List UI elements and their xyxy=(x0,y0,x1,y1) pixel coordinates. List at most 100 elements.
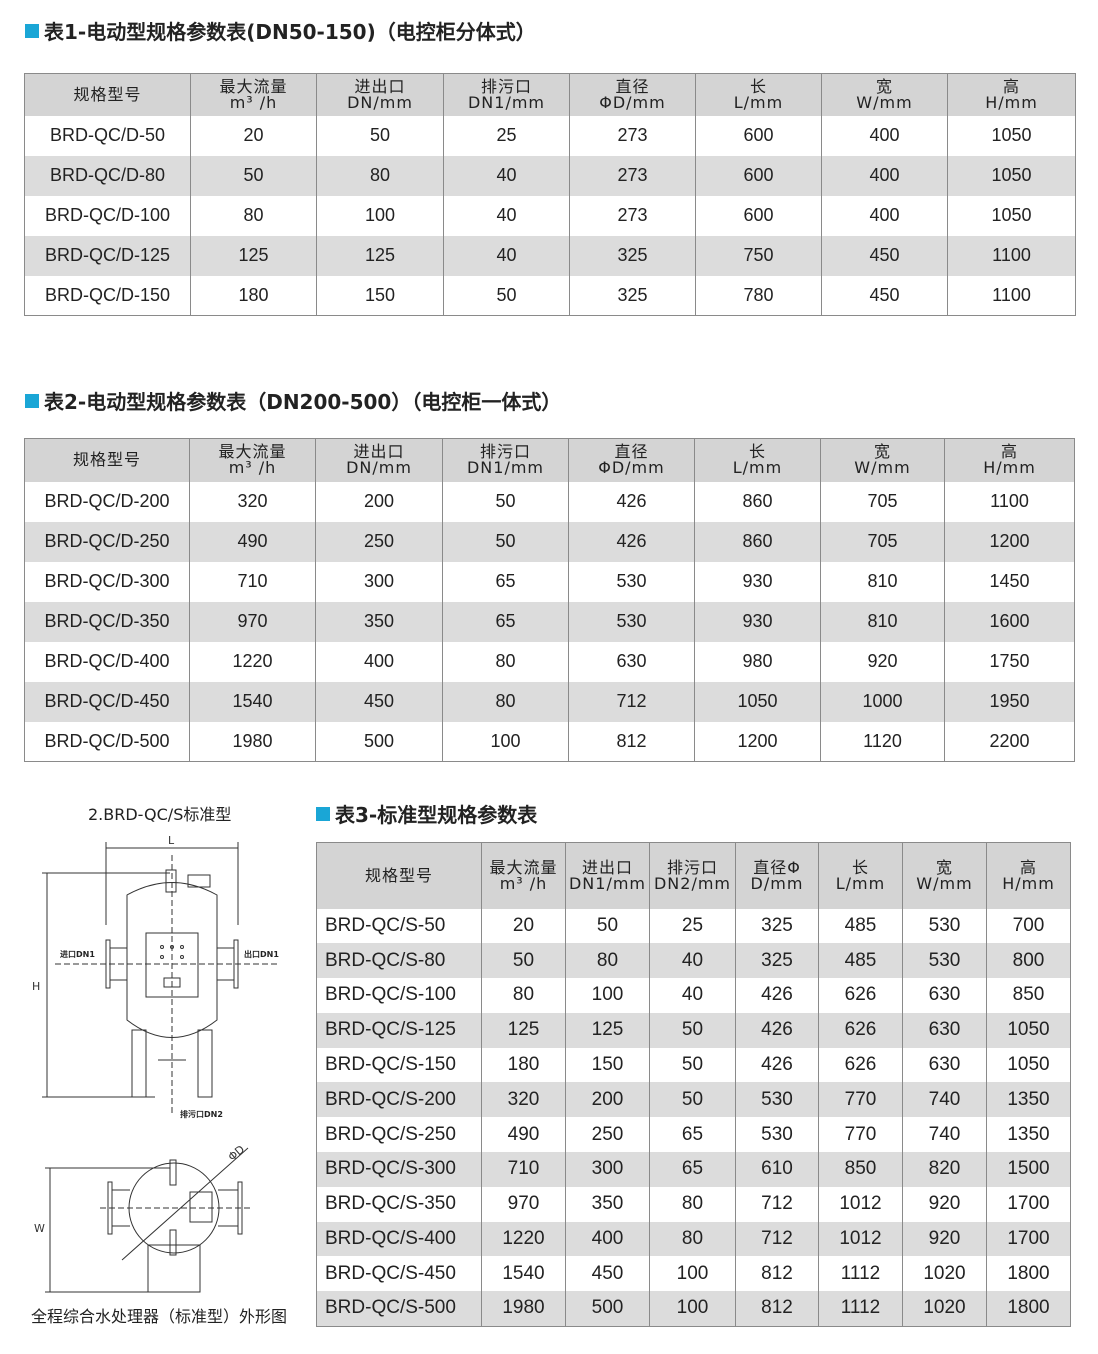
table-cell: 630 xyxy=(902,1047,987,1083)
table-cell: 40 xyxy=(443,195,570,236)
model-cell: BRD-QC/D-80 xyxy=(24,155,191,196)
column-header: 排污口 DN2/mm xyxy=(649,842,736,909)
table-cell: 80 xyxy=(649,1186,736,1222)
column-header: 宽 W/mm xyxy=(821,73,948,116)
table-cell: 705 xyxy=(820,481,945,522)
model-cell: BRD-QC/D-125 xyxy=(24,235,191,276)
table-cell: 1800 xyxy=(986,1256,1071,1292)
table-cell: 600 xyxy=(695,195,822,236)
table-cell: 325 xyxy=(735,908,819,944)
table-cell: 1050 xyxy=(947,195,1076,236)
table-cell: 770 xyxy=(818,1082,903,1118)
table-cell: 920 xyxy=(820,641,945,682)
table-cell: 810 xyxy=(820,561,945,602)
table-cell: 1020 xyxy=(902,1291,987,1327)
table-cell: 770 xyxy=(818,1117,903,1153)
column-header: 长 L/mm xyxy=(818,842,903,909)
model-cell: BRD-QC/S-200 xyxy=(316,1082,482,1118)
column-header: 规格型号 xyxy=(24,73,191,116)
table3-title-text: 表3-标准型规格参数表 xyxy=(335,803,538,827)
table-cell: 250 xyxy=(315,521,443,562)
table-cell: 600 xyxy=(695,155,822,196)
table-row: BRD-QC/D-80 50 80 40 273 600 400 1050 xyxy=(24,155,1076,196)
header-line: H/mm xyxy=(1002,873,1055,893)
table-cell: 100 xyxy=(316,195,444,236)
table-cell: 100 xyxy=(565,978,650,1013)
table1-title: 表1-电动型规格参数表(DN50-150)（电控柜分体式） xyxy=(25,16,536,45)
table-cell: 400 xyxy=(821,195,948,236)
table-cell: 530 xyxy=(735,1082,819,1118)
table-cell: 700 xyxy=(986,908,1071,944)
table-cell: 300 xyxy=(315,561,443,602)
table-cell: 530 xyxy=(568,561,695,602)
table-cell: 325 xyxy=(735,943,819,979)
table-cell: 740 xyxy=(902,1117,987,1153)
table-cell: 812 xyxy=(735,1256,819,1292)
table-cell: 80 xyxy=(316,155,444,196)
column-header: 规格型号 xyxy=(316,842,482,909)
header-line: 高 xyxy=(1019,857,1037,877)
table-row: BRD-QC/S-125 125 125 50 426 626 630 1050 xyxy=(316,1012,1071,1048)
header-line: 最大流量 xyxy=(218,442,287,462)
table-cell: 740 xyxy=(902,1082,987,1118)
header-line: 高 xyxy=(1002,76,1020,96)
table-cell: 450 xyxy=(821,235,948,276)
table-row: BRD-QC/D-50 20 50 25 273 600 400 1050 xyxy=(24,115,1076,156)
table-cell: 630 xyxy=(902,978,987,1013)
header-line: DN1/mm xyxy=(568,873,647,893)
table-cell: 1100 xyxy=(947,275,1076,316)
table-cell: 40 xyxy=(649,943,736,979)
table-cell: 250 xyxy=(565,1117,650,1153)
table-row: BRD-QC/S-80 50 80 40 325 485 530 800 xyxy=(316,943,1071,979)
label-H: H xyxy=(32,980,40,993)
table-cell: 450 xyxy=(821,275,948,316)
label-W: W xyxy=(34,1222,45,1235)
table-row: BRD-QC/D-200 320 200 50 426 860 705 1100 xyxy=(24,481,1075,522)
table-cell: 1100 xyxy=(947,235,1076,276)
table-row: BRD-QC/D-250 490 250 50 426 860 705 1200 xyxy=(24,521,1075,562)
table-row: BRD-QC/S-250 490 250 65 530 770 740 1350 xyxy=(316,1117,1071,1153)
table-row: BRD-QC/D-125 125 125 40 325 750 450 1100 xyxy=(24,235,1076,276)
diagram-caption: 全程综合水处理器（标准型）外形图 xyxy=(31,1307,288,1326)
table-cell: 530 xyxy=(902,943,987,979)
table-cell: 860 xyxy=(694,521,821,562)
table2-title: 表2-电动型规格参数表（DN200-500）（电控柜一体式） xyxy=(25,386,561,415)
model-cell: BRD-QC/D-450 xyxy=(24,681,190,722)
label-D: ΦD xyxy=(226,1143,247,1164)
header-row: 规格型号 最大流量 m³ /h 进出口 DN1/mm 排污口 DN2/mm 直径Φ D/mm 长 L… xyxy=(316,842,1071,909)
header-line: W/mm xyxy=(856,92,913,112)
model-cell: BRD-QC/D-100 xyxy=(24,195,191,236)
table-cell: 100 xyxy=(649,1291,736,1327)
header-line: 规格型号 xyxy=(72,450,141,470)
table-cell: 626 xyxy=(818,1047,903,1083)
table-cell: 970 xyxy=(481,1186,566,1222)
table-cell: 710 xyxy=(481,1152,566,1187)
table-cell: 50 xyxy=(442,481,569,522)
header-line: 宽 xyxy=(875,76,893,96)
table-cell: 80 xyxy=(649,1221,736,1257)
header-line: L/mm xyxy=(732,458,783,478)
table-cell: 860 xyxy=(694,481,821,522)
header-line: 排污口 xyxy=(666,857,718,877)
model-cell: BRD-QC/S-450 xyxy=(316,1256,482,1292)
table-cell: 200 xyxy=(315,481,443,522)
table-cell: 1120 xyxy=(820,721,945,762)
table-cell: 65 xyxy=(442,561,569,602)
table-cell: 80 xyxy=(190,195,317,236)
header-line: 宽 xyxy=(935,857,953,877)
table-cell: 40 xyxy=(443,235,570,276)
table-cell: 20 xyxy=(190,115,317,156)
table-row: BRD-QC/S-350 970 350 80 712 1012 920 1700 xyxy=(316,1186,1071,1222)
header-line: L/mm xyxy=(835,873,886,893)
model-cell: BRD-QC/D-200 xyxy=(24,481,190,522)
table-cell: 50 xyxy=(190,155,317,196)
column-header: 长 L/mm xyxy=(695,73,822,116)
table-cell: 610 xyxy=(735,1152,819,1187)
table-cell: 180 xyxy=(190,275,317,316)
table1-title-text: 表1-电动型规格参数表(DN50-150)（电控柜分体式） xyxy=(44,20,536,44)
table-cell: 50 xyxy=(649,1047,736,1083)
model-cell: BRD-QC/D-400 xyxy=(24,641,190,682)
table-cell: 320 xyxy=(189,481,316,522)
